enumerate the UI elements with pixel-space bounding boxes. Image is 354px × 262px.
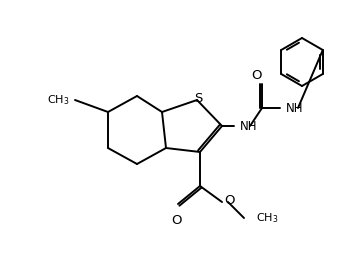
Text: O: O bbox=[252, 69, 262, 82]
Text: S: S bbox=[194, 92, 202, 106]
Text: CH$_3$: CH$_3$ bbox=[46, 93, 69, 107]
Text: NH: NH bbox=[286, 101, 303, 114]
Text: O: O bbox=[171, 214, 181, 227]
Text: O: O bbox=[224, 194, 234, 208]
Text: CH$_3$: CH$_3$ bbox=[256, 211, 279, 225]
Text: NH: NH bbox=[240, 119, 257, 133]
